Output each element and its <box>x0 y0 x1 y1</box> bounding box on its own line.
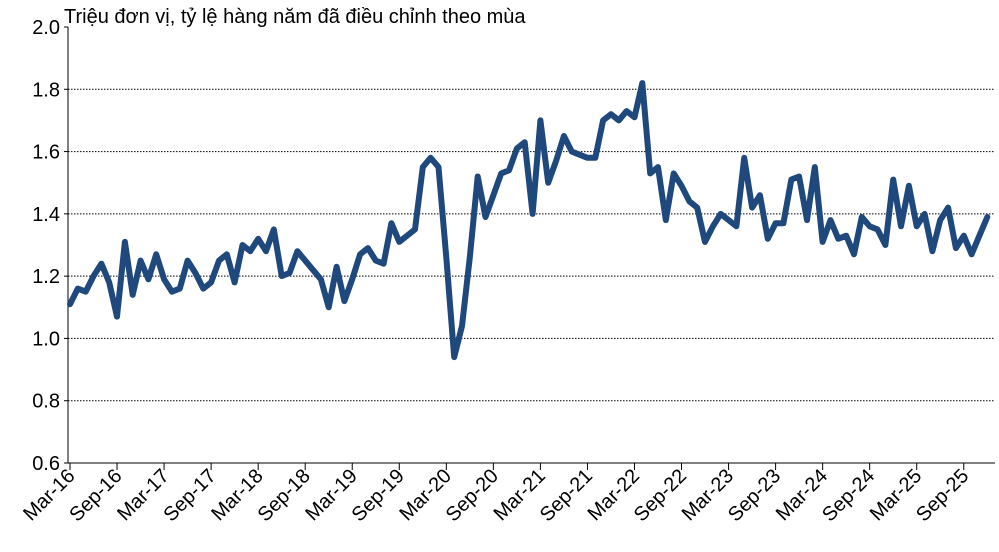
x-tick-label: Sep-24 <box>818 465 879 526</box>
y-tick-label: 1.4 <box>32 204 60 226</box>
y-tick-label: 0.6 <box>32 453 60 475</box>
y-tick-label: 0.8 <box>32 391 60 413</box>
x-tick-label: Sep-25 <box>912 465 973 526</box>
y-tick-label: 1.2 <box>32 266 60 288</box>
x-tick-label: Sep-21 <box>536 465 597 526</box>
x-tick-label: Sep-23 <box>724 465 785 526</box>
x-tick-label: Sep-22 <box>630 465 691 526</box>
x-tick-label: Sep-19 <box>348 465 409 526</box>
x-tick-label: Sep-18 <box>254 465 315 526</box>
chart-title: Triệu đơn vị, tỷ lệ hàng năm đã điều chỉ… <box>64 6 526 28</box>
y-tick-label: 2.0 <box>32 17 60 39</box>
x-tick-label: Sep-17 <box>159 465 220 526</box>
line-series <box>67 80 991 361</box>
y-tick-label: 1.8 <box>32 79 60 101</box>
x-tick-label: Sep-16 <box>65 465 126 526</box>
y-tick-label: 1.0 <box>32 328 60 350</box>
x-tick-label: Sep-20 <box>442 465 503 526</box>
y-tick-label: 1.6 <box>32 142 60 164</box>
